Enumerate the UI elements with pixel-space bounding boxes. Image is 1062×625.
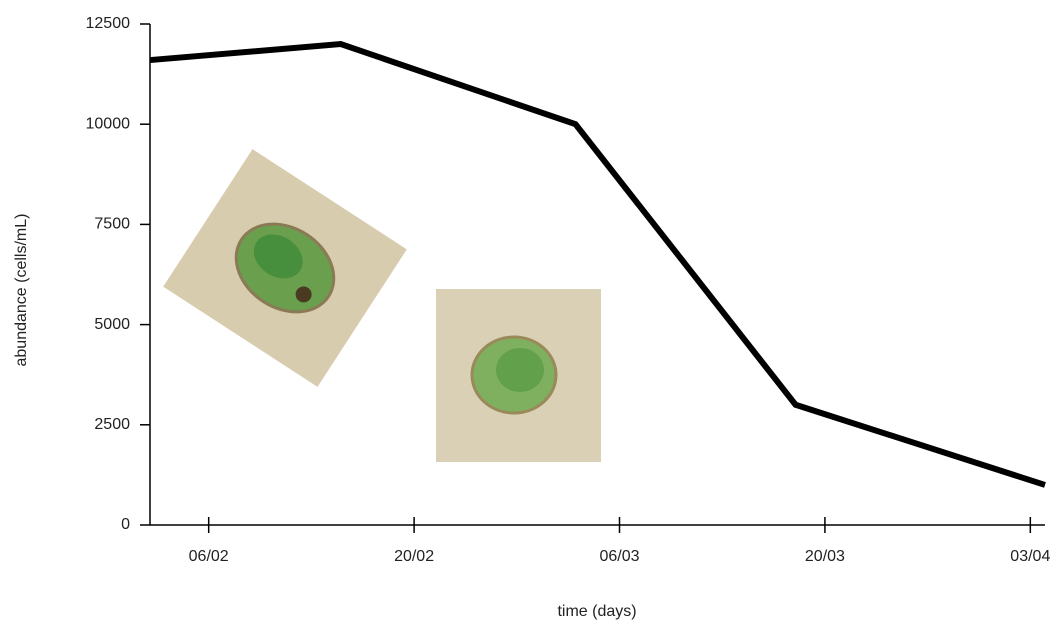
y-tick-label: 0 bbox=[121, 516, 130, 533]
x-tick-label: 20/03 bbox=[805, 548, 845, 565]
y-axis-label: abundance (cells/mL) bbox=[13, 214, 30, 367]
y-tick-label: 2500 bbox=[94, 416, 130, 433]
y-tick-label: 5000 bbox=[94, 316, 130, 333]
x-tick-label: 03/04 bbox=[1010, 548, 1050, 565]
y-tick-label: 10000 bbox=[86, 115, 131, 132]
x-tick-label: 06/03 bbox=[599, 548, 639, 565]
x-tick-label: 06/02 bbox=[189, 548, 229, 565]
y-tick-label: 12500 bbox=[86, 15, 131, 32]
x-tick-label: 20/02 bbox=[394, 548, 434, 565]
chart: time (days) abundance (cells/mL) 0 2500 50… bbox=[0, 0, 1062, 625]
x-axis-label: time (days) bbox=[557, 603, 636, 620]
cell-photo bbox=[436, 289, 601, 462]
cell-photo bbox=[163, 149, 407, 387]
y-tick-label: 7500 bbox=[94, 216, 130, 233]
